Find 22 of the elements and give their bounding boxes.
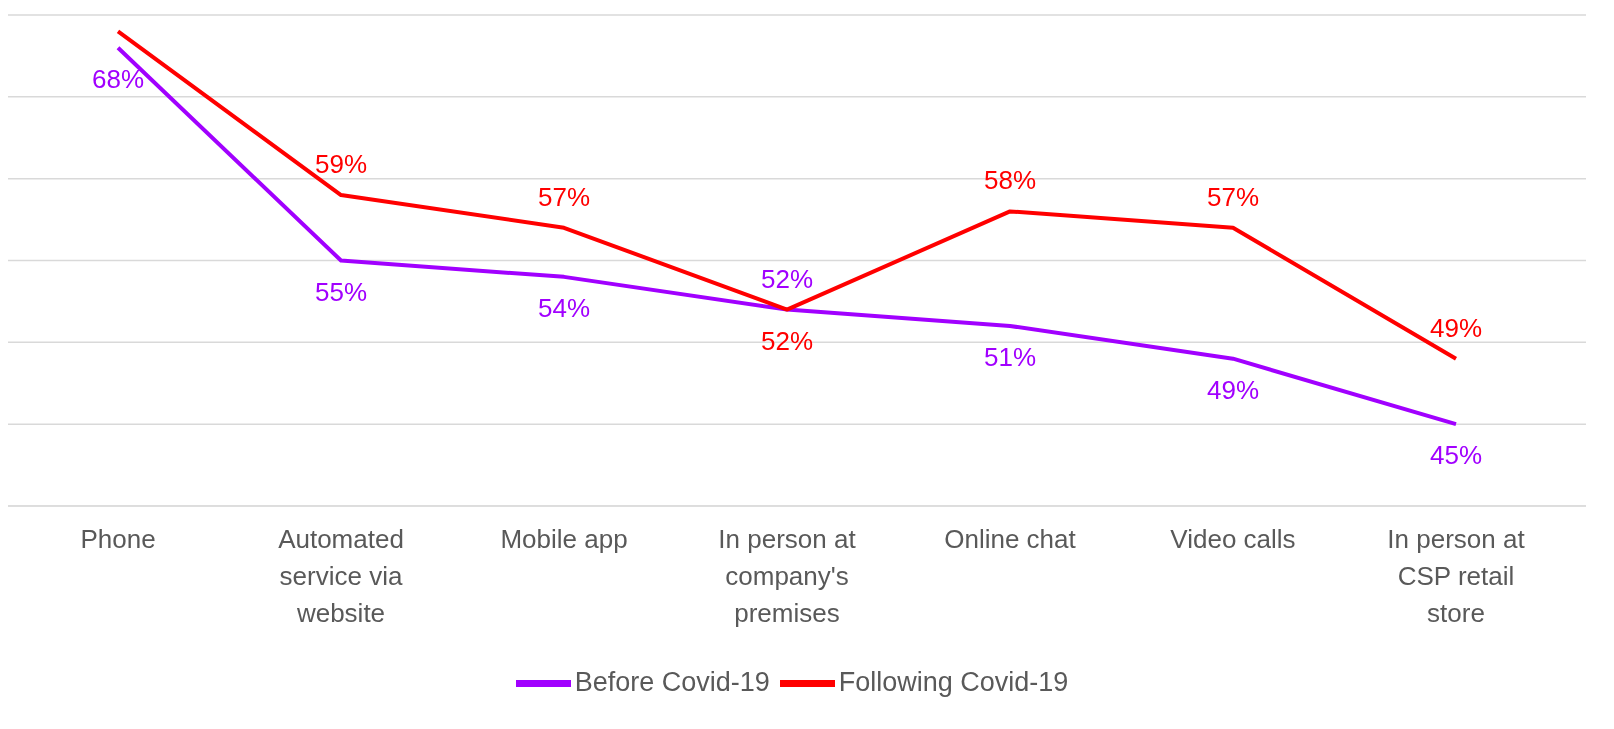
data-label: 52% — [760, 325, 814, 356]
x-tick-label: Video calls — [1170, 524, 1296, 554]
data-label: 54% — [537, 292, 591, 323]
data-label: 58% — [983, 165, 1037, 196]
x-tick-label: In person at CSP retail store — [1387, 524, 1526, 628]
legend-label: Before Covid-19 — [574, 666, 770, 697]
x-tick-label: Automated service via website — [278, 524, 404, 628]
data-label: 52% — [760, 263, 814, 294]
data-label: 57% — [537, 181, 591, 212]
data-label: 59% — [314, 149, 368, 180]
data-label: 45% — [1429, 440, 1483, 471]
data-label: 57% — [1206, 181, 1260, 212]
x-tick-label: Mobile app — [500, 524, 628, 554]
x-tick-label: In person at company's premises — [718, 524, 857, 628]
data-label: 49% — [1206, 374, 1260, 405]
x-tick-label: Phone — [80, 524, 156, 554]
x-tick-label: Online chat — [944, 524, 1077, 554]
data-label: 68% — [91, 63, 145, 94]
legend-label: Following Covid-19 — [838, 666, 1069, 697]
data-label: 49% — [1429, 312, 1483, 343]
data-label: 51% — [983, 341, 1037, 372]
data-label: 55% — [314, 276, 368, 307]
